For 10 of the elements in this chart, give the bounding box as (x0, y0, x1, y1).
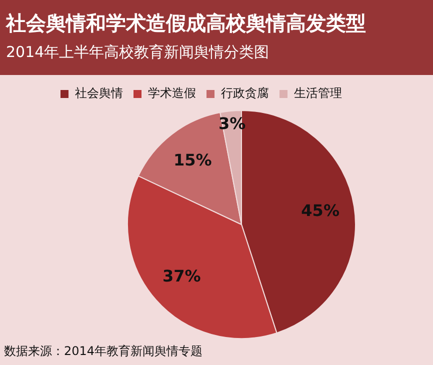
legend-label: 行政贪腐 (221, 86, 269, 100)
data-label: 45% (301, 201, 340, 220)
source-note: 数据来源：2014年教育新闻舆情专题 (4, 343, 203, 360)
chart-subtitle: 2014年上半年高校教育新闻舆情分类图 (6, 43, 270, 62)
legend-label: 生活管理 (294, 86, 342, 100)
data-label: 15% (173, 150, 212, 170)
legend-label: 学术造假 (148, 86, 196, 100)
legend-label: 社会舆情 (75, 86, 123, 100)
chart-title: 社会舆情和学术造假成高校舆情高发类型 (6, 10, 367, 37)
data-label: 37% (162, 266, 201, 286)
